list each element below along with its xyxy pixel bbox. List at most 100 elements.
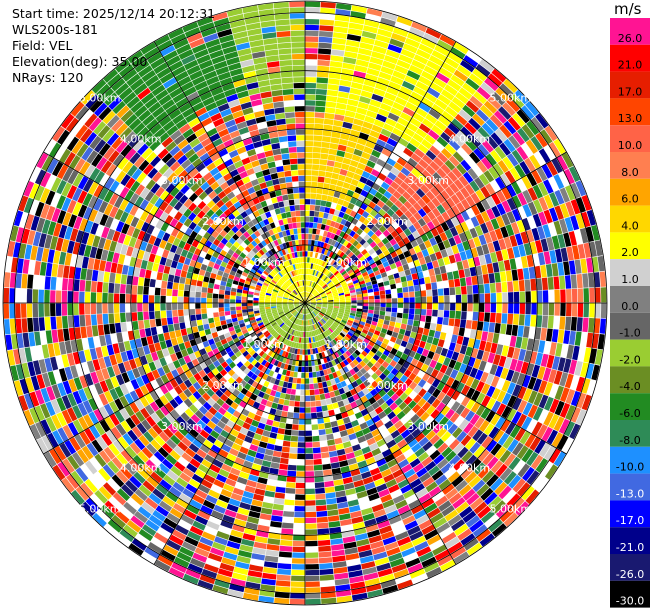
velocity-gate: [312, 289, 317, 295]
velocity-gate: [385, 294, 392, 299]
velocity-gate: [376, 200, 385, 209]
velocity-gate: [310, 303, 316, 305]
velocity-gate: [271, 402, 278, 409]
velocity-gate: [152, 510, 166, 522]
velocity-gate: [386, 208, 395, 217]
velocity-gate: [79, 315, 86, 327]
velocity-gate: [334, 351, 340, 358]
velocity-gate: [491, 205, 501, 218]
velocity-gate: [475, 330, 483, 340]
velocity-gate: [138, 320, 145, 330]
velocity-gate: [154, 303, 160, 311]
velocity-gate: [309, 251, 313, 258]
velocity-gate: [168, 567, 185, 579]
velocity-gate: [315, 284, 320, 290]
velocity-gate: [524, 279, 531, 291]
velocity-gate: [363, 25, 378, 34]
velocity-gate: [368, 155, 379, 164]
velocity-gate: [485, 118, 499, 132]
velocity-gate: [489, 364, 498, 376]
velocity-gate: [398, 401, 408, 411]
velocity-gate: [311, 366, 316, 372]
velocity-gate: [169, 534, 184, 546]
velocity-gate: [471, 320, 478, 330]
velocity-gate: [479, 293, 485, 303]
velocity-gate: [218, 468, 230, 478]
velocity-gate: [534, 439, 546, 454]
velocity-gate: [351, 305, 357, 309]
velocity-gate: [300, 390, 305, 396]
velocity-gate: [451, 519, 466, 532]
velocity-gate: [382, 276, 389, 282]
velocity-gate: [323, 249, 329, 256]
velocity-gate: [347, 99, 359, 107]
velocity-gate: [431, 207, 441, 218]
velocity-gate: [510, 497, 525, 512]
velocity-gate: [461, 450, 473, 463]
velocity-gate: [371, 401, 380, 410]
velocity-gate: [305, 511, 317, 518]
velocity-gate: [414, 314, 420, 321]
velocity-gate: [508, 303, 514, 314]
velocity-gate: [446, 387, 456, 398]
velocity-gate: [501, 392, 512, 406]
velocity-gate: [215, 499, 228, 509]
velocity-gate: [385, 307, 392, 312]
velocity-gate: [321, 254, 326, 261]
velocity-gate: [551, 329, 559, 343]
velocity-gate: [441, 200, 451, 211]
velocity-gate: [32, 289, 39, 303]
velocity-gate: [300, 337, 304, 343]
velocity-gate: [425, 430, 436, 441]
velocity-gate: [223, 411, 233, 420]
velocity-gate: [390, 393, 399, 402]
velocity-gate: [309, 389, 315, 396]
velocity-gate: [325, 428, 333, 435]
velocity-gate: [449, 310, 456, 319]
velocity-gate: [406, 324, 413, 332]
velocity-gate: [326, 311, 332, 315]
velocity-gate: [321, 597, 337, 604]
velocity-gate: [416, 546, 432, 557]
velocity-gate: [397, 297, 404, 303]
velocity-gate: [311, 234, 316, 240]
velocity-gate: [489, 312, 496, 323]
velocity-gate: [290, 316, 295, 322]
velocity-gate: [321, 306, 328, 309]
velocity-gate: [321, 261, 326, 267]
velocity-gate: [519, 161, 531, 175]
velocity-gate: [399, 86, 413, 96]
velocity-gate: [452, 497, 466, 509]
velocity-gate: [362, 329, 369, 335]
velocity-gate: [350, 326, 357, 332]
velocity-gate: [342, 272, 349, 278]
velocity-gate: [391, 384, 400, 393]
velocity-gate: [377, 336, 384, 343]
velocity-gate: [392, 494, 405, 504]
velocity-gate: [455, 224, 464, 235]
velocity-gate: [197, 510, 211, 520]
velocity-gate: [276, 433, 285, 441]
velocity-gate: [298, 307, 302, 313]
velocity-gate: [383, 123, 394, 133]
velocity-gate: [323, 357, 328, 364]
velocity-gate: [522, 388, 533, 402]
velocity-gate: [322, 300, 328, 303]
velocity-gate: [285, 423, 293, 430]
velocity-gate: [120, 322, 128, 332]
velocity-gate: [431, 50, 447, 62]
velocity-gate: [332, 227, 338, 234]
velocity-gate: [166, 539, 182, 551]
velocity-gate: [376, 77, 390, 86]
velocity-gate: [130, 515, 145, 528]
velocity-gate: [176, 477, 188, 488]
velocity-gate: [366, 487, 378, 496]
velocity-gate: [156, 272, 163, 281]
velocity-gate: [380, 307, 386, 312]
velocity-gate: [359, 555, 374, 564]
velocity-gate: [318, 328, 323, 334]
velocity-gate: [330, 314, 337, 319]
velocity-gate: [387, 458, 398, 468]
velocity-gate: [209, 464, 221, 474]
velocity-gate: [380, 494, 393, 503]
